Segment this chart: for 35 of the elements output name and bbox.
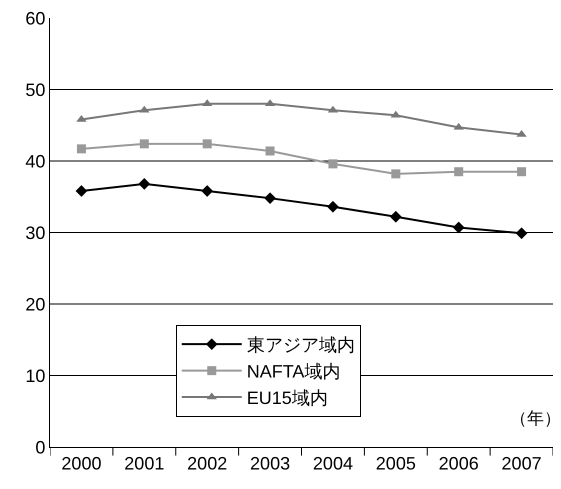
- point: [264, 192, 276, 204]
- point: [138, 178, 150, 190]
- point: [327, 200, 339, 213]
- y-tick-label: 30: [25, 222, 46, 243]
- point: [452, 222, 465, 234]
- point: [391, 169, 400, 178]
- y-tick-label: 0: [35, 437, 46, 458]
- x-tick-label: 2004: [312, 454, 353, 474]
- x-tick-label: 2002: [187, 454, 228, 474]
- point: [201, 185, 214, 197]
- legend-label: 東アジア域内: [246, 335, 355, 356]
- y-tick-label: 40: [25, 151, 46, 172]
- x-tick-label: 2001: [124, 454, 164, 474]
- x-tick-label: 2003: [250, 454, 290, 474]
- y-tick-label: 20: [25, 294, 46, 314]
- legend-label: EU15域内: [246, 388, 328, 408]
- y-tick-label: 60: [25, 8, 46, 28]
- point: [266, 146, 275, 156]
- x-tick-label: 2000: [61, 454, 102, 474]
- annotation: （年）: [510, 409, 561, 428]
- y-tick-label: 50: [25, 80, 46, 100]
- point: [516, 227, 528, 240]
- legend-label: NAFTA域内: [246, 362, 340, 382]
- point: [390, 210, 402, 223]
- point: [140, 139, 149, 148]
- x-tick-label: 2006: [438, 454, 479, 474]
- point: [76, 185, 88, 197]
- y-tick-label: 10: [25, 366, 46, 386]
- point: [202, 139, 212, 148]
- x-tick-label: 2005: [376, 454, 416, 474]
- point: [454, 167, 464, 176]
- point: [517, 167, 526, 176]
- point: [328, 159, 338, 168]
- point: [76, 144, 86, 154]
- x-tick-label: 2007: [502, 454, 542, 474]
